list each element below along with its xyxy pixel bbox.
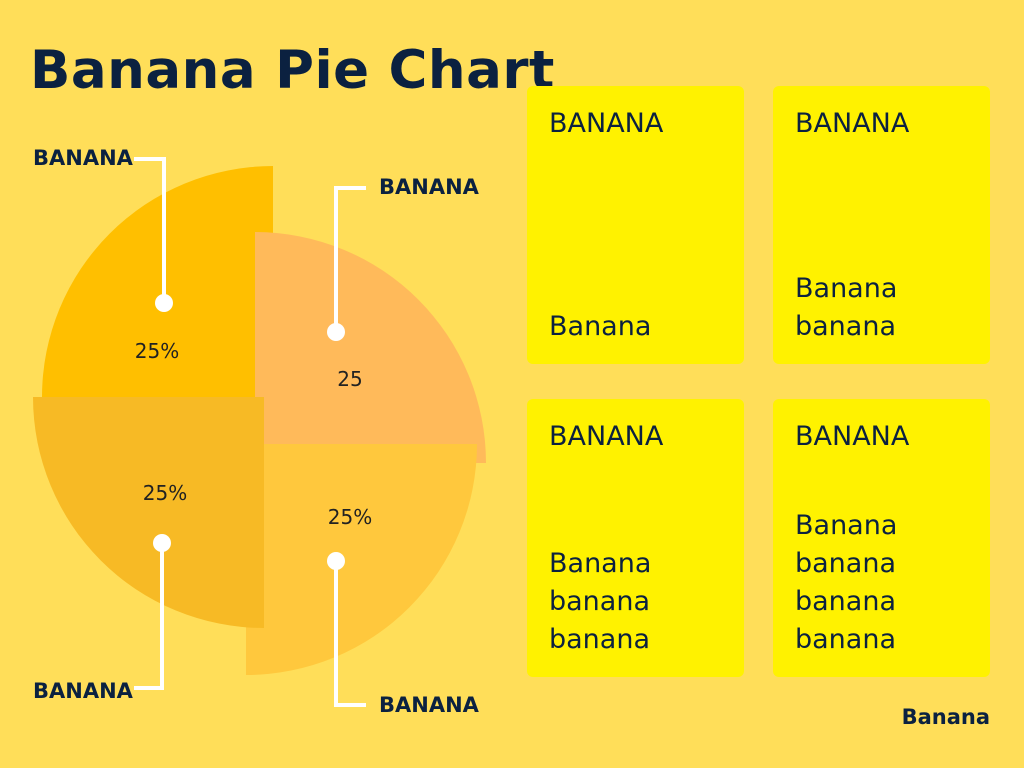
- card-body: Banana: [549, 311, 652, 342]
- leader-dot: [155, 294, 173, 312]
- pie-slice: [42, 166, 273, 397]
- leader-dot: [327, 552, 345, 570]
- slice-value-label: 25%: [328, 505, 372, 529]
- card-heading: BANANA: [549, 421, 664, 452]
- card-heading: BANANA: [549, 108, 664, 139]
- slice-value-label: 25%: [135, 339, 179, 363]
- page-title: Banana Pie Chart: [30, 40, 555, 101]
- pie-slice: [246, 444, 477, 675]
- pie-slice: [255, 232, 486, 463]
- info-card: BANANA Banana banana banana banana: [773, 399, 990, 677]
- leader-dot: [327, 323, 345, 341]
- card-heading: BANANA: [795, 108, 910, 139]
- card-body: Banana banana banana: [549, 548, 652, 655]
- pie-chart: 25% BANANA 25 BANANA 25% BANANA 25% BANANA: [33, 146, 486, 717]
- info-card: BANANA Banana: [527, 86, 744, 364]
- slice-value-label: 25: [337, 367, 362, 391]
- pie-slice: [33, 397, 264, 628]
- card-body: Banana banana: [795, 273, 898, 342]
- leader-line: [334, 561, 366, 707]
- info-card: BANANA Banana banana banana: [527, 399, 744, 677]
- footer-text: Banana: [901, 705, 990, 729]
- card-heading: BANANA: [795, 421, 910, 452]
- leader-line: [134, 543, 164, 690]
- slice-value-label: 25%: [143, 481, 187, 505]
- slice-category-label: BANANA: [379, 693, 480, 717]
- info-card: BANANA Banana banana: [773, 86, 990, 364]
- leader-line: [334, 186, 366, 332]
- card-body: Banana banana banana banana: [795, 510, 898, 655]
- slice-category-label: BANANA: [33, 146, 134, 170]
- leader-dot: [153, 534, 171, 552]
- slice-category-label: BANANA: [379, 175, 480, 199]
- leader-line: [134, 157, 166, 303]
- slice-category-label: BANANA: [33, 679, 134, 703]
